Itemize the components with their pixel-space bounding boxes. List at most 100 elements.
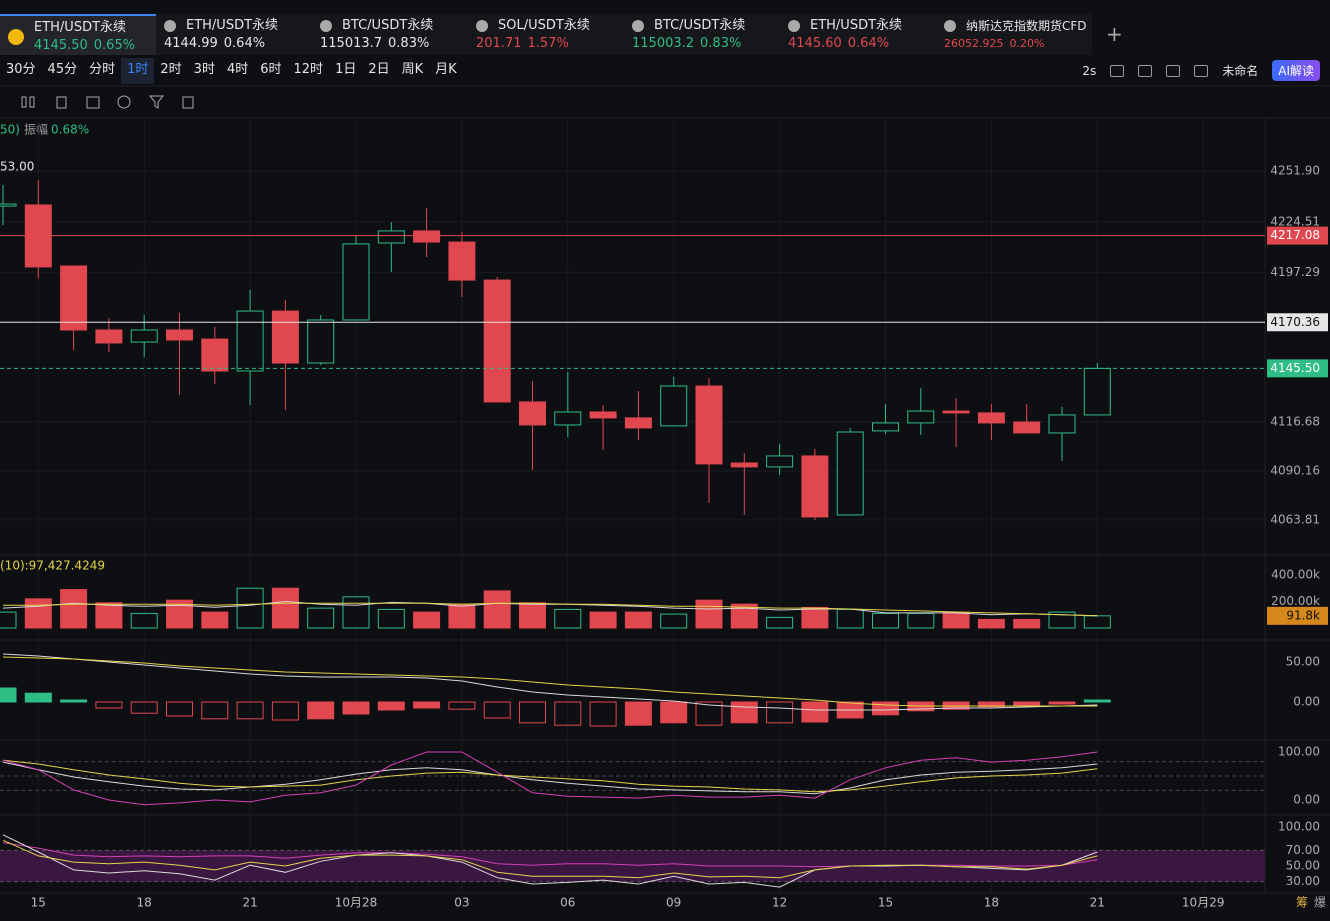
tab-quote: 115003.2 0.83%: [632, 35, 780, 53]
tab-price: 115003.2: [632, 36, 695, 51]
tab-name: BTC/USDT永续: [342, 18, 434, 33]
volume-bar: [413, 611, 441, 629]
macd-bar: [766, 701, 794, 724]
tab-icon: [8, 29, 24, 45]
macd-bar: [1083, 699, 1111, 703]
candle-body: [60, 265, 88, 331]
macd-bar: [695, 701, 723, 726]
tab-quote: 4144.99 0.64%: [164, 35, 312, 53]
draw-icon[interactable]: [1138, 64, 1153, 77]
macd-bar: [1048, 701, 1076, 705]
camera-icon[interactable]: [1110, 64, 1125, 77]
y-tick-label: 70.00: [1286, 843, 1320, 857]
y-tick-label: 4090.16: [1270, 464, 1320, 478]
tab[interactable]: BTC/USDT永续 115013.7 0.83%: [312, 14, 468, 55]
timeframe[interactable]: 4时: [226, 62, 249, 77]
indicator-line: [2, 656, 1098, 707]
timeframe[interactable]: 3时: [193, 62, 215, 77]
macd-bar: [554, 701, 582, 726]
candle-body: [766, 455, 794, 468]
x-tick-label: 10月29: [1182, 896, 1225, 910]
macd-bar: [801, 701, 829, 723]
volume-bar: [730, 603, 758, 629]
tab[interactable]: BTC/USDT永续 115003.2 0.83%: [624, 14, 780, 55]
band: [0, 850, 1265, 882]
x-tick-label: 21: [242, 896, 257, 910]
volume-bar: [377, 608, 405, 629]
candle-body: [130, 329, 158, 343]
tab[interactable]: ETH/USDT永续 4145.60 0.64%: [780, 14, 936, 55]
y-tick-label: 50.00: [1286, 655, 1320, 669]
tab-change: 0.65%: [93, 38, 136, 53]
tab-icon: [320, 20, 332, 32]
indicator-line: [2, 759, 1098, 793]
volume-bar: [907, 612, 935, 629]
volume-bar: [24, 598, 52, 629]
side-label[interactable]: 爆: [1314, 896, 1326, 910]
timeframe[interactable]: 2日: [368, 62, 390, 77]
volume-bar: [801, 606, 829, 629]
x-tick-label: 18: [137, 896, 152, 910]
price-tag: [1267, 226, 1328, 245]
candle-body: [413, 230, 441, 243]
candle-body: [660, 385, 688, 427]
x-tick-label: 12: [772, 896, 787, 910]
high-marker: 53.00: [0, 160, 34, 174]
x-tick-label: 18: [984, 896, 999, 910]
volume-bar: [1048, 611, 1076, 629]
tab-quote: 115013.7 0.83%: [320, 35, 468, 53]
y-tick-label: 4197.29: [1270, 265, 1320, 279]
tab-change: 0.64%: [847, 36, 890, 51]
timeframe[interactable]: 周K: [401, 62, 424, 77]
macd-bar: [271, 701, 299, 721]
timeframe[interactable]: 12时: [293, 62, 324, 77]
tab[interactable]: ETH/USDT永续 4144.99 0.64%: [156, 14, 312, 55]
tab[interactable]: SOL/USDT永续 201.71 1.57%: [468, 14, 624, 55]
tab-icon: [788, 20, 800, 32]
price-tag-label: 4170.36: [1270, 315, 1320, 329]
fullscreen-icon[interactable]: [1166, 64, 1181, 77]
candle-body: [872, 422, 899, 432]
y-tick-label: 400.00k: [1271, 567, 1320, 581]
add-tab[interactable]: +: [1106, 22, 1123, 46]
volume-bar: [1083, 615, 1111, 629]
interval[interactable]: 2s: [1082, 63, 1097, 78]
candle-body: [236, 310, 264, 372]
volume-bar: [942, 611, 970, 629]
y-tick-label: 0.00: [1293, 793, 1320, 807]
tab-price: 4145.60: [788, 36, 842, 51]
tab-price: 26052.925: [944, 37, 1004, 50]
timeframe[interactable]: 1日: [335, 62, 357, 77]
tab-icon: [476, 20, 488, 32]
timeframe[interactable]: 6时: [260, 62, 282, 77]
macd-bar: [307, 701, 335, 720]
volume-bar: [307, 607, 335, 629]
y-tick-label: 4224.51: [1270, 214, 1320, 228]
volume-bar: [766, 616, 794, 629]
candle-body: [342, 243, 370, 321]
ai-button[interactable]: AI解读: [1272, 60, 1320, 81]
timeframe[interactable]: 2时: [160, 62, 182, 77]
volume-bar: [483, 590, 511, 629]
macd-bar: [236, 701, 264, 720]
candle-body: [589, 411, 617, 419]
volume-bar: [624, 611, 652, 629]
y-tick-label: 100.00: [1278, 820, 1320, 834]
tab[interactable]: ETH/USDT永续 4145.50 0.65%: [0, 14, 156, 55]
timeframe[interactable]: 分时: [89, 62, 116, 77]
info-prefix: 50): [0, 123, 20, 137]
layout-name[interactable]: 未命名: [1222, 64, 1259, 78]
macd-bar: [872, 701, 899, 716]
timeframe[interactable]: 月K: [435, 62, 457, 77]
timeframe[interactable]: 1时: [121, 58, 155, 84]
tab-change: 0.83%: [388, 36, 430, 51]
macd-bar: [519, 701, 546, 724]
macd-bar: [624, 701, 652, 726]
settings-icon[interactable]: [1194, 64, 1209, 77]
tab[interactable]: 纳斯达克指数期货CFD 26052.925 0.20%: [936, 14, 1092, 55]
timeframe[interactable]: 30分: [6, 62, 36, 77]
side-label[interactable]: 筹: [1296, 896, 1308, 910]
candle-body: [907, 410, 935, 424]
tab-change: 1.57%: [527, 36, 569, 51]
timeframe[interactable]: 45分: [47, 62, 78, 77]
